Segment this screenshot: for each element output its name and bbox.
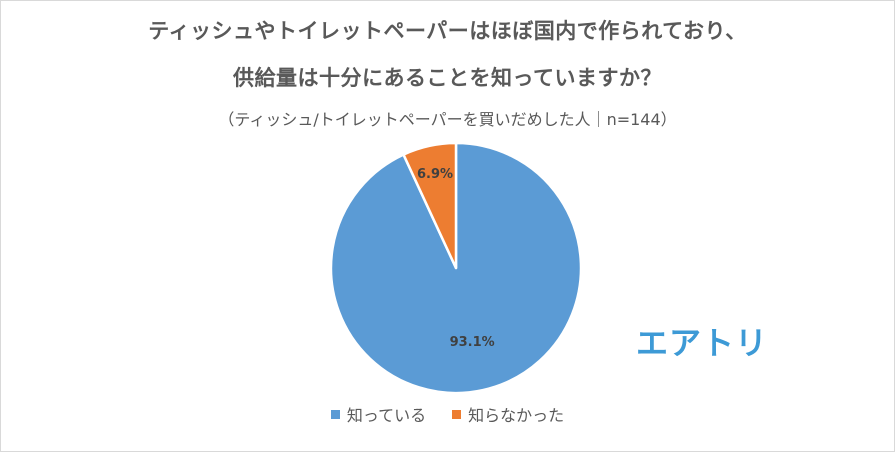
legend-item-unknown: 知らなかった (452, 402, 564, 426)
airtrip-logo: エアトリ (636, 324, 769, 362)
chart-subtitle: （ティッシュ/トイレットペーパーを買いだめした人｜n=144） (218, 110, 677, 129)
legend-label-known: 知っている (346, 406, 427, 425)
pie-slice-unknown (402, 141, 458, 270)
legend-item-known: 知っている (330, 402, 427, 426)
legend-label-unknown: 知らなかった (468, 406, 565, 425)
legend: 知っている 知らなかった (0, 402, 895, 426)
data-label-unknown: 6.9% (417, 167, 453, 182)
legend-swatch-known (330, 409, 340, 419)
legend-swatch-unknown (452, 409, 462, 419)
chart-title-line2: 供給量は十分にあることを知っていますか？ (233, 66, 662, 90)
chart-title-line1: ティッシュやトイレットペーパーはほぼ国内で作られており、 (148, 19, 747, 43)
data-label-known: 93.1% (450, 335, 495, 350)
